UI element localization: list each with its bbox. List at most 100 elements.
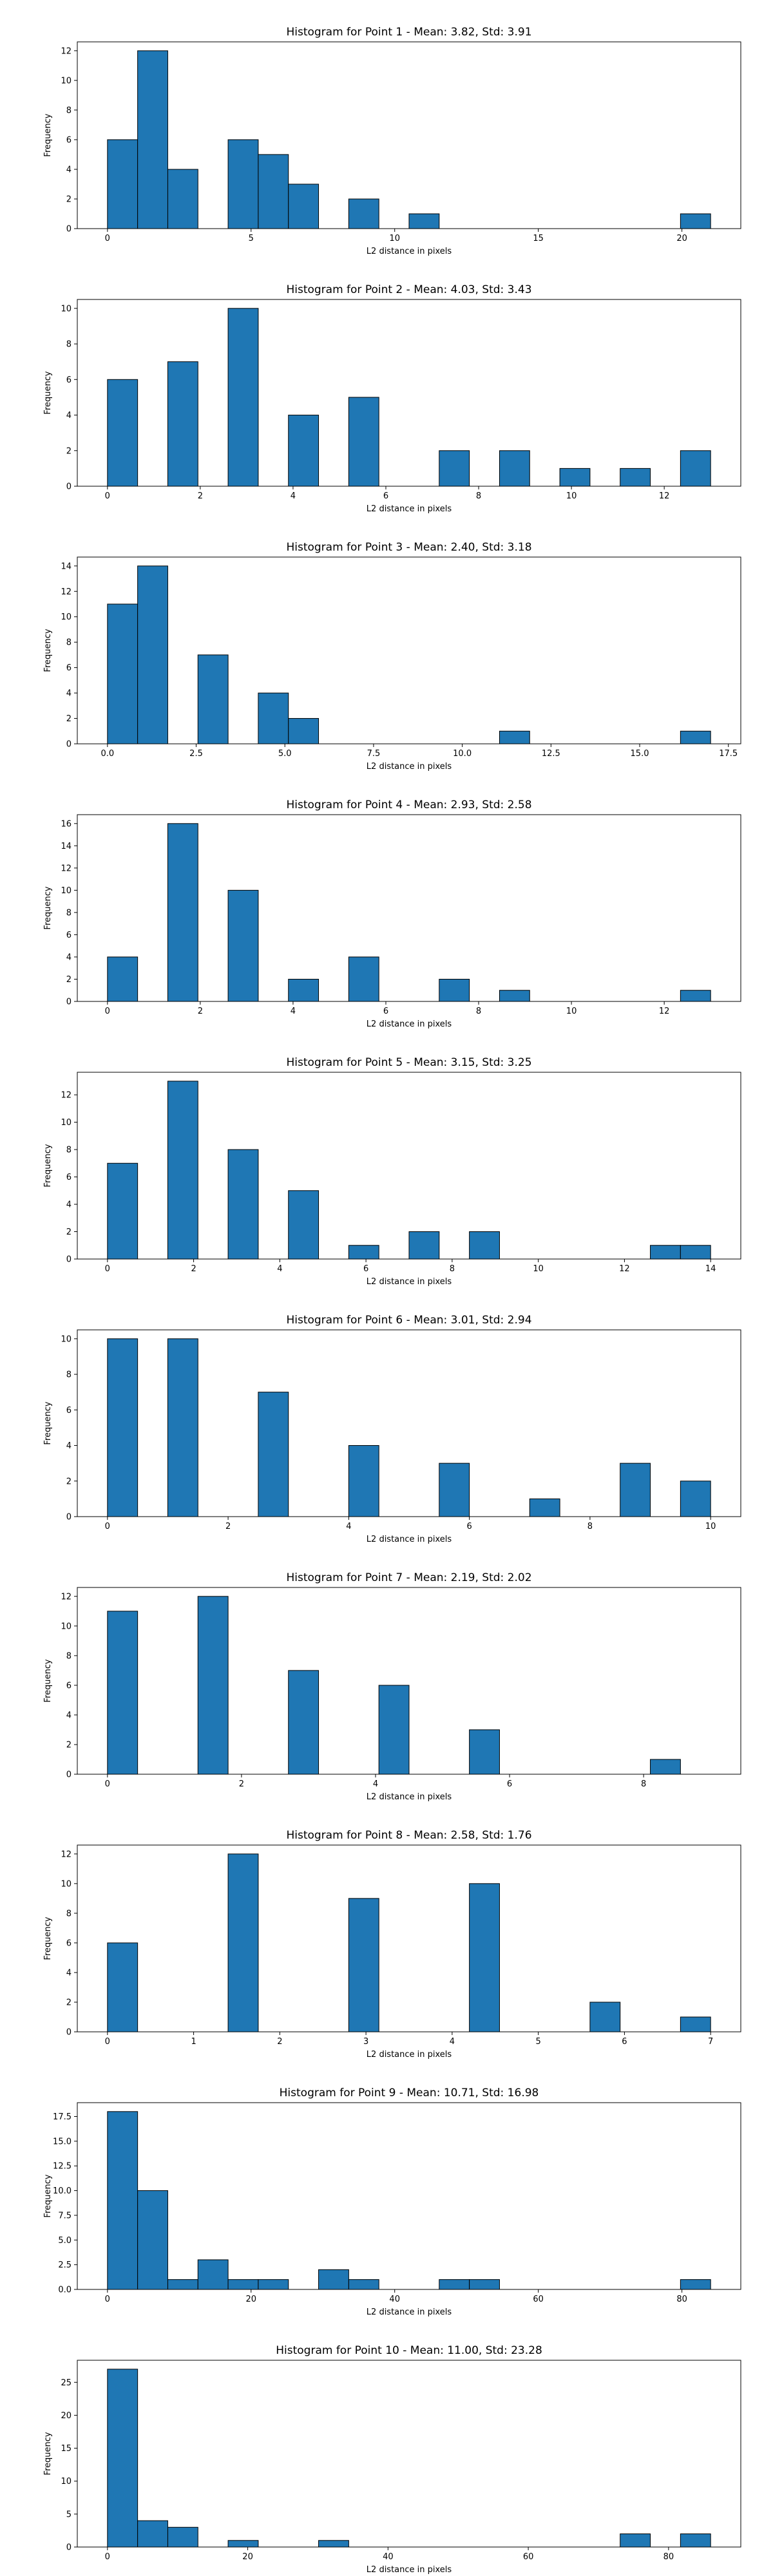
histogram-bar xyxy=(197,654,229,744)
x-tick-label: 12 xyxy=(659,491,670,501)
histogram-panel-7: Histogram for Point 7 - Mean: 2.19, Std:… xyxy=(43,1571,741,1802)
y-tick-label: 10 xyxy=(61,2477,72,2486)
axes-frame xyxy=(77,814,741,1002)
y-tick-label: 2 xyxy=(66,1998,72,2007)
histogram-bar xyxy=(439,978,470,1002)
x-tick-label: 0 xyxy=(105,1779,110,1789)
y-tick-label: 10.0 xyxy=(53,2186,72,2196)
histogram-bar xyxy=(107,379,138,487)
y-tick-label: 0 xyxy=(66,1770,72,1780)
x-tick-label: 40 xyxy=(389,2295,400,2304)
x-axis-label: L2 distance in pixels xyxy=(367,762,452,772)
y-tick-label: 0 xyxy=(66,482,72,492)
y-axis-label: Frequency xyxy=(43,1401,53,1444)
histogram-panel-4: Histogram for Point 4 - Mean: 2.93, Std:… xyxy=(43,799,741,1029)
histogram-bar xyxy=(227,308,259,487)
chart-title: Histogram for Point 6 - Mean: 3.01, Std:… xyxy=(286,1314,531,1327)
histogram-bar xyxy=(107,1338,138,1517)
histogram-panel-9: Histogram for Point 9 - Mean: 10.71, Std… xyxy=(43,2087,741,2317)
histogram-bar xyxy=(559,468,591,487)
y-tick-label: 4 xyxy=(66,411,72,421)
histogram-bar xyxy=(107,1611,138,1775)
histogram-bar xyxy=(167,1081,198,1260)
x-tick-label: 80 xyxy=(663,2552,674,2562)
y-tick-label: 12 xyxy=(61,1592,72,1602)
histogram-bar xyxy=(318,2540,349,2548)
axes-frame xyxy=(77,299,741,487)
y-tick-label: 10 xyxy=(61,612,72,622)
x-tick-label: 2 xyxy=(277,2037,282,2047)
histogram-bar xyxy=(288,1670,320,1775)
chart-title: Histogram for Point 3 - Mean: 2.40, Std:… xyxy=(286,541,531,554)
x-tick-label: 12 xyxy=(659,1007,670,1016)
y-tick-label: 20 xyxy=(61,2411,72,2421)
y-tick-label: 4 xyxy=(66,165,72,175)
y-axis-label: Frequency xyxy=(43,113,53,156)
x-tick-label: 6 xyxy=(363,1264,368,1274)
x-tick-label: 80 xyxy=(676,2295,687,2304)
y-axis-label: Frequency xyxy=(43,371,53,414)
y-tick-label: 2 xyxy=(66,1740,72,1750)
histogram-bar xyxy=(288,978,320,1002)
histogram-bar xyxy=(227,889,259,1002)
histogram-bar xyxy=(439,450,470,487)
y-tick-label: 6 xyxy=(66,1406,72,1416)
y-tick-label: 2 xyxy=(66,714,72,724)
y-tick-label: 6 xyxy=(66,1173,72,1182)
histogram-panel-6: Histogram for Point 6 - Mean: 3.01, Std:… xyxy=(43,1314,741,1544)
y-tick-label: 6 xyxy=(66,1938,72,1948)
x-tick-label: 10 xyxy=(566,1007,577,1016)
histogram-bar xyxy=(650,1759,681,1775)
histogram-bar xyxy=(197,1596,229,1775)
y-tick-label: 17.5 xyxy=(53,2112,72,2122)
y-tick-label: 6 xyxy=(66,375,72,385)
y-tick-label: 12 xyxy=(61,1091,72,1101)
histogram-bar xyxy=(348,1898,379,2032)
histogram-panel-10: Histogram for Point 10 - Mean: 11.00, St… xyxy=(43,2344,741,2575)
histogram-bar xyxy=(680,1481,711,1517)
y-axis-label: Frequency xyxy=(43,1917,53,1960)
histogram-bar xyxy=(227,139,259,229)
y-tick-label: 10 xyxy=(61,1118,72,1128)
histogram-bar xyxy=(680,2533,711,2548)
histogram-bar xyxy=(499,990,530,1002)
histogram-bar xyxy=(680,1245,711,1260)
histogram-bar xyxy=(469,1729,500,1775)
histogram-bar xyxy=(258,154,289,229)
y-axis-label: Frequency xyxy=(43,2432,53,2475)
y-tick-label: 8 xyxy=(66,1909,72,1918)
chart-title: Histogram for Point 4 - Mean: 2.93, Std:… xyxy=(286,799,531,811)
y-tick-label: 2.5 xyxy=(58,2260,72,2270)
histogram-bar xyxy=(288,718,320,744)
y-tick-label: 8 xyxy=(66,908,72,918)
x-axis-label: L2 distance in pixels xyxy=(367,2307,452,2317)
y-tick-label: 0 xyxy=(66,2543,72,2553)
x-tick-label: 3 xyxy=(363,2037,368,2047)
histogram-bar xyxy=(680,450,711,487)
x-tick-label: 4 xyxy=(346,1522,351,1531)
x-tick-label: 0 xyxy=(105,234,110,243)
x-tick-label: 5.0 xyxy=(278,749,292,759)
histogram-bar xyxy=(439,1463,470,1517)
y-tick-label: 7.5 xyxy=(58,2211,72,2221)
x-tick-label: 6 xyxy=(466,1522,472,1531)
histogram-bar xyxy=(227,1149,259,1260)
y-tick-label: 4 xyxy=(66,1968,72,1978)
chart-title: Histogram for Point 7 - Mean: 2.19, Std:… xyxy=(286,1571,531,1584)
x-tick-label: 14 xyxy=(705,1264,716,1274)
x-axis-label: L2 distance in pixels xyxy=(367,2565,452,2575)
histogram-bar xyxy=(167,1338,198,1517)
axes-frame xyxy=(77,1587,741,1775)
histogram-bar xyxy=(107,139,138,229)
y-tick-label: 2 xyxy=(66,446,72,456)
x-tick-label: 2 xyxy=(198,491,203,501)
y-tick-label: 2 xyxy=(66,975,72,985)
x-tick-label: 0 xyxy=(105,2295,110,2304)
histogram-bar xyxy=(167,2526,198,2548)
histogram-bar xyxy=(288,184,320,229)
histogram-bar xyxy=(107,1162,138,1260)
histogram-bar xyxy=(348,2279,379,2290)
histogram-bar xyxy=(348,198,379,229)
y-tick-label: 16 xyxy=(61,819,72,829)
